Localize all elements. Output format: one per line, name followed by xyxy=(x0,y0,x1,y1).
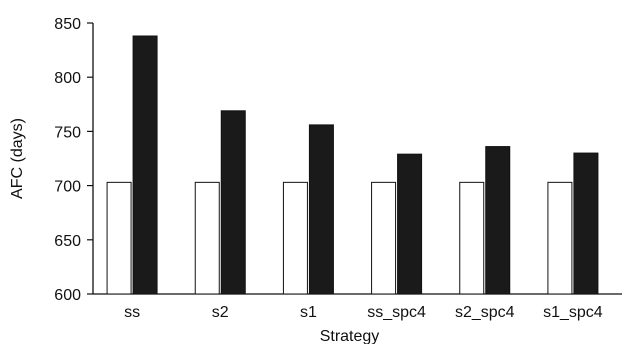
x-tick-label-s1_spc4: s1_spc4 xyxy=(543,304,603,321)
y-ticks: 600 650 700 750 800 850 xyxy=(54,16,93,304)
bar-series1-s1_spc4 xyxy=(547,181,573,295)
bar-series2-s2_spc4 xyxy=(485,146,511,295)
x-tick-label-ss_spc4: ss_spc4 xyxy=(367,304,426,321)
x-tick-label-s2_spc4: s2_spc4 xyxy=(455,304,515,321)
y-tick-label-3: 750 xyxy=(54,124,81,141)
bar-series2-s1 xyxy=(308,124,334,295)
bar-series2-ss_spc4 xyxy=(397,153,423,295)
y-tick-label-5: 850 xyxy=(54,16,81,33)
bar-series2-s2 xyxy=(220,110,246,295)
bar-series1-s2 xyxy=(194,181,220,295)
bar-series2-ss xyxy=(132,35,158,295)
y-tick-label-1: 650 xyxy=(54,233,81,250)
bar-series2-s1_spc4 xyxy=(573,152,599,295)
y-axis-label: AFC (days) xyxy=(9,118,26,199)
x-axis-label: Strategy xyxy=(320,328,380,344)
bar-series1-ss_spc4 xyxy=(371,181,397,295)
bar-series1-s2_spc4 xyxy=(459,181,485,295)
bars xyxy=(106,35,599,295)
bar-series1-s1 xyxy=(282,181,308,295)
x-tick-labels: ss s2 s1 ss_spc4 s2_spc4 s1_spc4 xyxy=(124,304,603,321)
x-tick-label-ss: ss xyxy=(124,304,140,321)
x-tick-label-s2: s2 xyxy=(212,304,229,321)
x-tick-label-s1: s1 xyxy=(300,304,317,321)
y-tick-label-2: 700 xyxy=(54,179,81,196)
bar-series1-ss xyxy=(106,181,132,295)
y-tick-label-0: 600 xyxy=(54,287,81,304)
y-tick-label-4: 800 xyxy=(54,70,81,87)
